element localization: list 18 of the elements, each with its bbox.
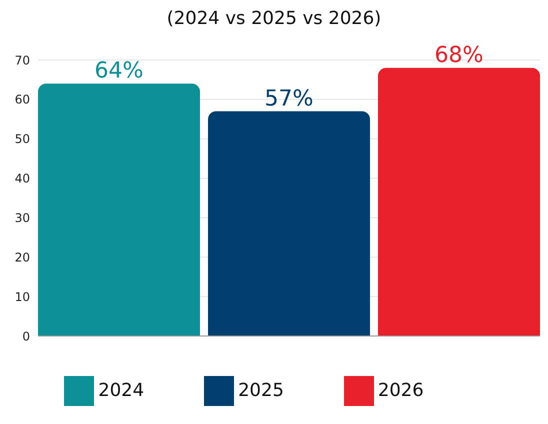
legend-label: 2025	[238, 380, 284, 401]
y-tick-label: 40	[14, 172, 30, 186]
y-tick-label: 50	[14, 132, 30, 146]
y-tick-label: 70	[14, 53, 30, 68]
bar	[378, 68, 540, 336]
y-tick-label: 60	[14, 92, 30, 107]
data-label: 68%	[434, 42, 484, 68]
chart-title: (2024 vs 2025 vs 2026)	[166, 8, 382, 31]
data-label: 64%	[94, 58, 144, 84]
y-tick-label: 20	[14, 250, 30, 264]
bar	[208, 111, 370, 336]
legend-label: 2026	[378, 380, 424, 401]
bar	[38, 84, 200, 336]
y-tick-label: 30	[14, 210, 30, 225]
y-tick-label: 0	[22, 329, 30, 344]
data-label: 57%	[264, 86, 314, 112]
legend-label: 2024	[98, 380, 144, 401]
y-tick-label: 10	[14, 290, 30, 304]
